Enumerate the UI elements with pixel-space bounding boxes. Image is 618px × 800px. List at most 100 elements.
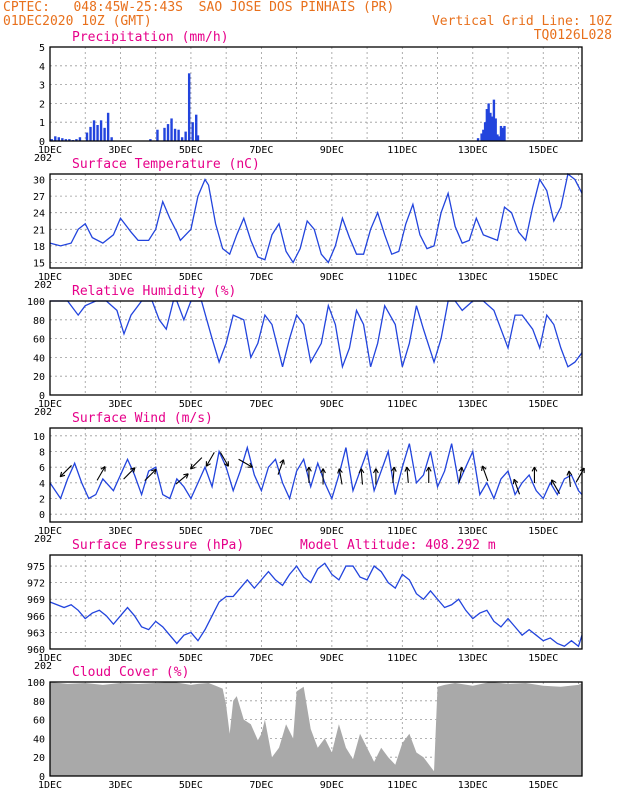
x-tick-label: 5DEC xyxy=(179,653,203,664)
x-tick-label: 11DEC xyxy=(387,272,417,283)
precip-bar xyxy=(57,137,61,141)
wind-arrow xyxy=(59,465,72,478)
y-tick-label: 20 xyxy=(33,753,45,764)
y-tick-label: 30 xyxy=(33,176,45,187)
temperature-panel: 15 18 21 24 27 30 1DEC 3DEC 5DEC 7DEC 9DEC 11DEC 13D… xyxy=(33,157,583,291)
precip-bar xyxy=(187,73,191,141)
x-tick-label: 15DEC xyxy=(528,780,558,791)
precip-bar xyxy=(180,137,184,141)
x-tick-label: 5DEC xyxy=(179,145,203,156)
y-tick-label: 80 xyxy=(33,697,45,708)
wind-arrow xyxy=(205,452,215,467)
y-tick-label: 969 xyxy=(27,595,45,606)
precip-bar xyxy=(196,135,200,141)
wind-arrow xyxy=(458,466,464,483)
precip-bar xyxy=(78,137,82,141)
y-tick-label: 0 xyxy=(39,391,45,402)
wind-panel: 0 2 4 6 8 10 1DEC 3DEC 5DEC 7DEC 9DEC 11DEC 13DEC 15D… xyxy=(33,411,585,545)
precip-bar xyxy=(64,139,68,141)
y-tick-label: 4 xyxy=(39,62,45,73)
model-altitude-label: Model Altitude: 408.292 m xyxy=(300,538,496,553)
x-tick-label: 3DEC xyxy=(108,145,132,156)
x-tick-label: 11DEC xyxy=(387,145,417,156)
precip-bar xyxy=(103,127,106,141)
pressure-series-line xyxy=(49,562,583,648)
x-tick-label: 5DEC xyxy=(179,272,203,283)
precip-bar xyxy=(50,139,53,141)
y-tick-label: 40 xyxy=(33,353,45,364)
y-tick-label: 8 xyxy=(39,448,45,459)
wind-arrow xyxy=(175,473,189,485)
precip-bar xyxy=(483,122,487,141)
x-tick-label: 3DEC xyxy=(108,653,132,664)
precip-bar xyxy=(476,138,480,141)
precip-bar xyxy=(480,133,483,141)
x-tick-label: 3DEC xyxy=(108,526,132,537)
wind-arrow xyxy=(512,478,521,495)
x-tick-label: 9DEC xyxy=(320,653,344,664)
wind-arrow xyxy=(390,466,397,484)
panel-frame xyxy=(49,46,583,142)
panels: 0 1 2 3 4 5 1DEC 3DEC 5DEC 7DEC 9DEC 11DEC 13DEC 15DE… xyxy=(27,30,585,791)
precip-bar xyxy=(156,129,159,141)
y-tick-label: 0 xyxy=(39,137,45,148)
precip-bar xyxy=(96,125,99,141)
precip-bar xyxy=(490,116,494,141)
cloud-cover-panel: 0 20 40 60 80 100 1DEC 3DEC 5DEC 7DEC 9DEC 11DEC 13D… xyxy=(27,665,583,791)
y-tick-label: 10 xyxy=(33,432,45,443)
wind-arrow xyxy=(337,468,343,485)
x-tick-label: 1DEC xyxy=(38,526,62,537)
temperature-title: Surface Temperature (nC) xyxy=(72,157,260,172)
precip-bar xyxy=(89,126,92,141)
y-tick-label: 2 xyxy=(39,495,45,506)
x-tick-label: 15DEC xyxy=(528,399,558,410)
wind-arrow xyxy=(238,458,253,468)
pressure-title: Surface Pressure (hPa) xyxy=(72,538,244,553)
humidity-series-line xyxy=(50,300,583,370)
y-tick-label: 963 xyxy=(27,628,45,639)
x-tick-label: 5DEC xyxy=(179,526,203,537)
precipitation-title: Precipitation (mm/h) xyxy=(72,30,229,45)
y-tick-label: 1 xyxy=(39,118,45,129)
precip-bar xyxy=(485,109,489,141)
y-tick-label: 40 xyxy=(33,734,45,745)
header-model-id: TQ0126L028 xyxy=(534,28,612,43)
y-tick-label: 972 xyxy=(27,579,45,590)
y-tick-label: 21 xyxy=(33,225,45,236)
x-tick-label: 3DEC xyxy=(108,399,132,410)
y-tick-label: 0 xyxy=(39,772,45,783)
y-tick-label: 3 xyxy=(39,81,45,92)
x-tick-label: 13DEC xyxy=(458,145,488,156)
x-tick-label: 11DEC xyxy=(387,526,417,537)
x-tick-label: 7DEC xyxy=(249,526,273,537)
wind-series-line xyxy=(49,443,583,501)
y-tick-label: 975 xyxy=(27,562,45,573)
x-tick-label: 9DEC xyxy=(320,145,344,156)
wind-arrow xyxy=(320,468,326,485)
temperature-series-line xyxy=(49,172,583,264)
precip-bar xyxy=(110,137,113,141)
x-tick-label: 1DEC xyxy=(38,272,62,283)
wind-arrow xyxy=(96,466,106,481)
year-fragment: 202 xyxy=(34,153,52,164)
panel-frame xyxy=(49,554,583,650)
precip-bar xyxy=(99,120,103,141)
wind-arrow xyxy=(123,467,136,480)
y-tick-label: 27 xyxy=(33,192,45,203)
precip-bar xyxy=(487,103,490,141)
x-tick-label: 11DEC xyxy=(387,399,417,410)
x-tick-label: 11DEC xyxy=(387,653,417,664)
panel-frame xyxy=(49,427,583,523)
x-tick-label: 9DEC xyxy=(320,526,344,537)
wind-arrow xyxy=(566,470,573,487)
precip-bar xyxy=(184,131,187,141)
wind-arrow xyxy=(481,465,489,482)
x-tick-label: 13DEC xyxy=(458,399,488,410)
x-tick-label: 9DEC xyxy=(320,780,344,791)
x-tick-label: 15DEC xyxy=(528,145,558,156)
y-tick-label: 60 xyxy=(33,716,45,727)
year-fragment: 202 xyxy=(34,534,52,545)
pressure-panel: 960 963 966 969 972 975 1DEC 3DEC 5DEC 7DEC 9DEC 11… xyxy=(27,538,583,672)
wind-arrow xyxy=(531,466,538,483)
precip-bar xyxy=(501,127,504,141)
